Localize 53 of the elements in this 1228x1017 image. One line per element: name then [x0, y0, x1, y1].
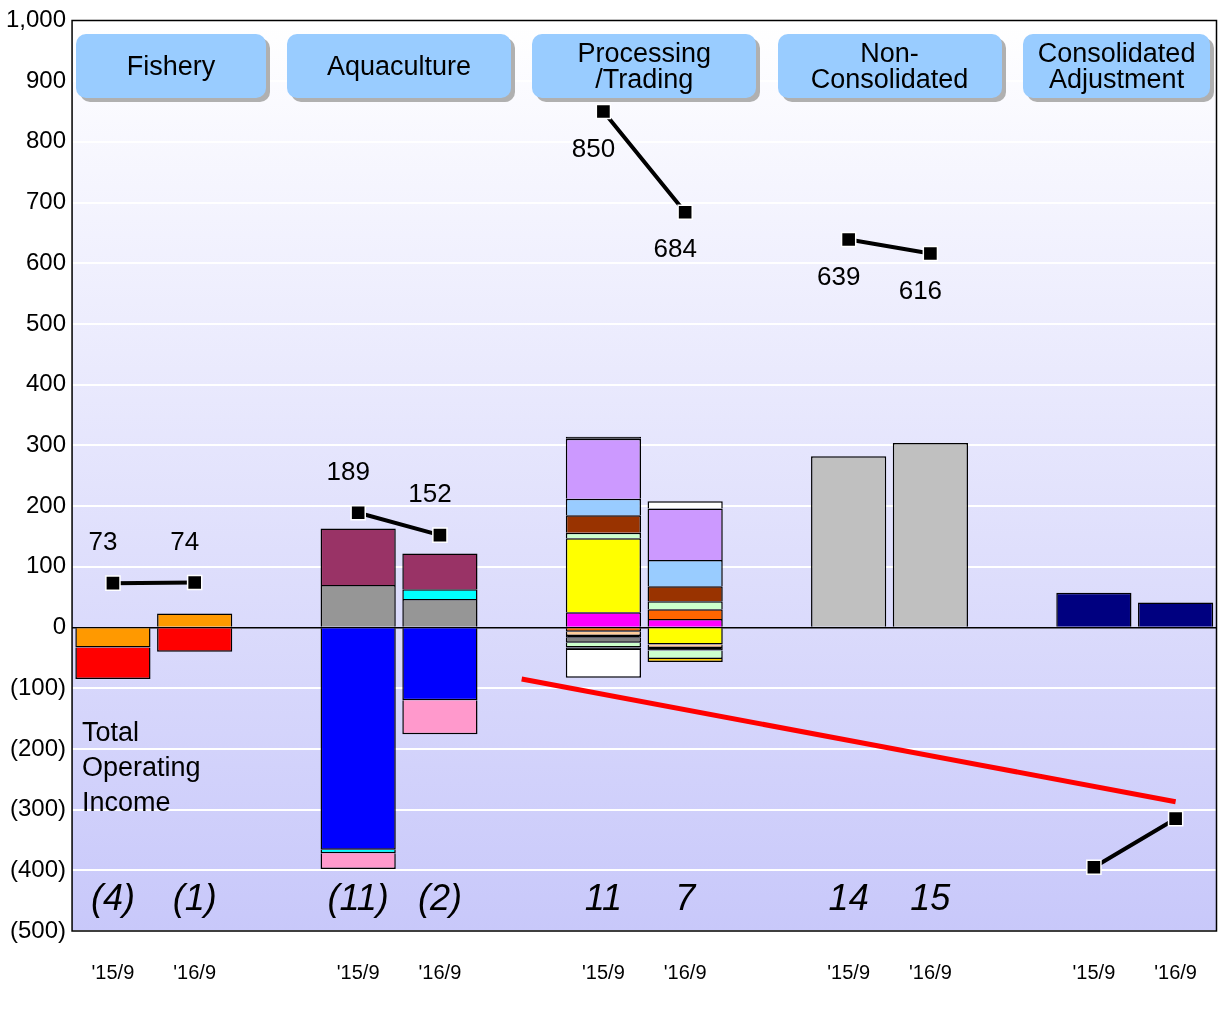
data-label: 189	[326, 455, 370, 486]
y-tick-label: 800	[26, 126, 67, 154]
annotation: (2)	[416, 875, 463, 920]
annotation: 15	[909, 875, 952, 920]
x-tick-label: '15/9	[1072, 960, 1116, 983]
annotation: (1)	[171, 875, 218, 920]
point	[186, 574, 203, 591]
annotation: Total Operating Income	[82, 716, 202, 820]
y-tick-label: (100)	[10, 672, 67, 700]
y-tick-label: 700	[26, 187, 67, 215]
y-tick-label: (500)	[10, 915, 67, 943]
y-tick-label: 500	[26, 308, 67, 336]
x-tick-label: '16/9	[663, 960, 707, 983]
y-tick-label: 1,000	[6, 5, 67, 33]
point	[595, 103, 612, 120]
y-tick-label: 0	[52, 612, 67, 640]
annotation: 11	[583, 875, 624, 920]
x-tick-label: '15/9	[827, 960, 871, 983]
data-label: 639	[816, 260, 861, 291]
x-tick-label: '16/9	[173, 960, 217, 983]
data-label: 850	[571, 132, 616, 163]
point	[1086, 859, 1102, 876]
x-tick-label: '16/9	[1154, 960, 1197, 983]
data-label: 616	[898, 274, 943, 305]
y-tick-label: 300	[26, 429, 67, 457]
data-label: 74	[170, 525, 200, 556]
point	[105, 575, 121, 591]
point	[350, 504, 366, 521]
y-tick-label: (300)	[10, 794, 67, 822]
y-tick-label: 100	[26, 551, 67, 579]
data-label: 73	[88, 526, 118, 557]
y-tick-label: 900	[26, 65, 67, 93]
annotation: (11)	[326, 875, 390, 920]
y-tick-label: 600	[26, 247, 67, 275]
x-tick-label: '15/9	[582, 960, 625, 983]
x-tick-label: '16/9	[418, 960, 462, 983]
point	[922, 245, 939, 262]
point	[432, 527, 448, 544]
data-label: 684	[653, 233, 697, 264]
annotation: (4)	[89, 875, 136, 920]
y-tick-label: (200)	[10, 733, 67, 761]
x-tick-label: '15/9	[336, 960, 380, 983]
annotation: 14	[827, 875, 870, 920]
y-tick-label: (400)	[10, 854, 67, 882]
x-tick-label: '15/9	[91, 960, 135, 983]
y-tick-label: 200	[26, 490, 67, 518]
point	[1167, 810, 1184, 827]
x-tick-label: '16/9	[909, 960, 952, 983]
point	[677, 204, 693, 221]
y-tick-label: 400	[26, 369, 67, 397]
annotation: 7	[674, 875, 698, 920]
point	[840, 231, 857, 248]
data-label: 152	[408, 478, 452, 509]
